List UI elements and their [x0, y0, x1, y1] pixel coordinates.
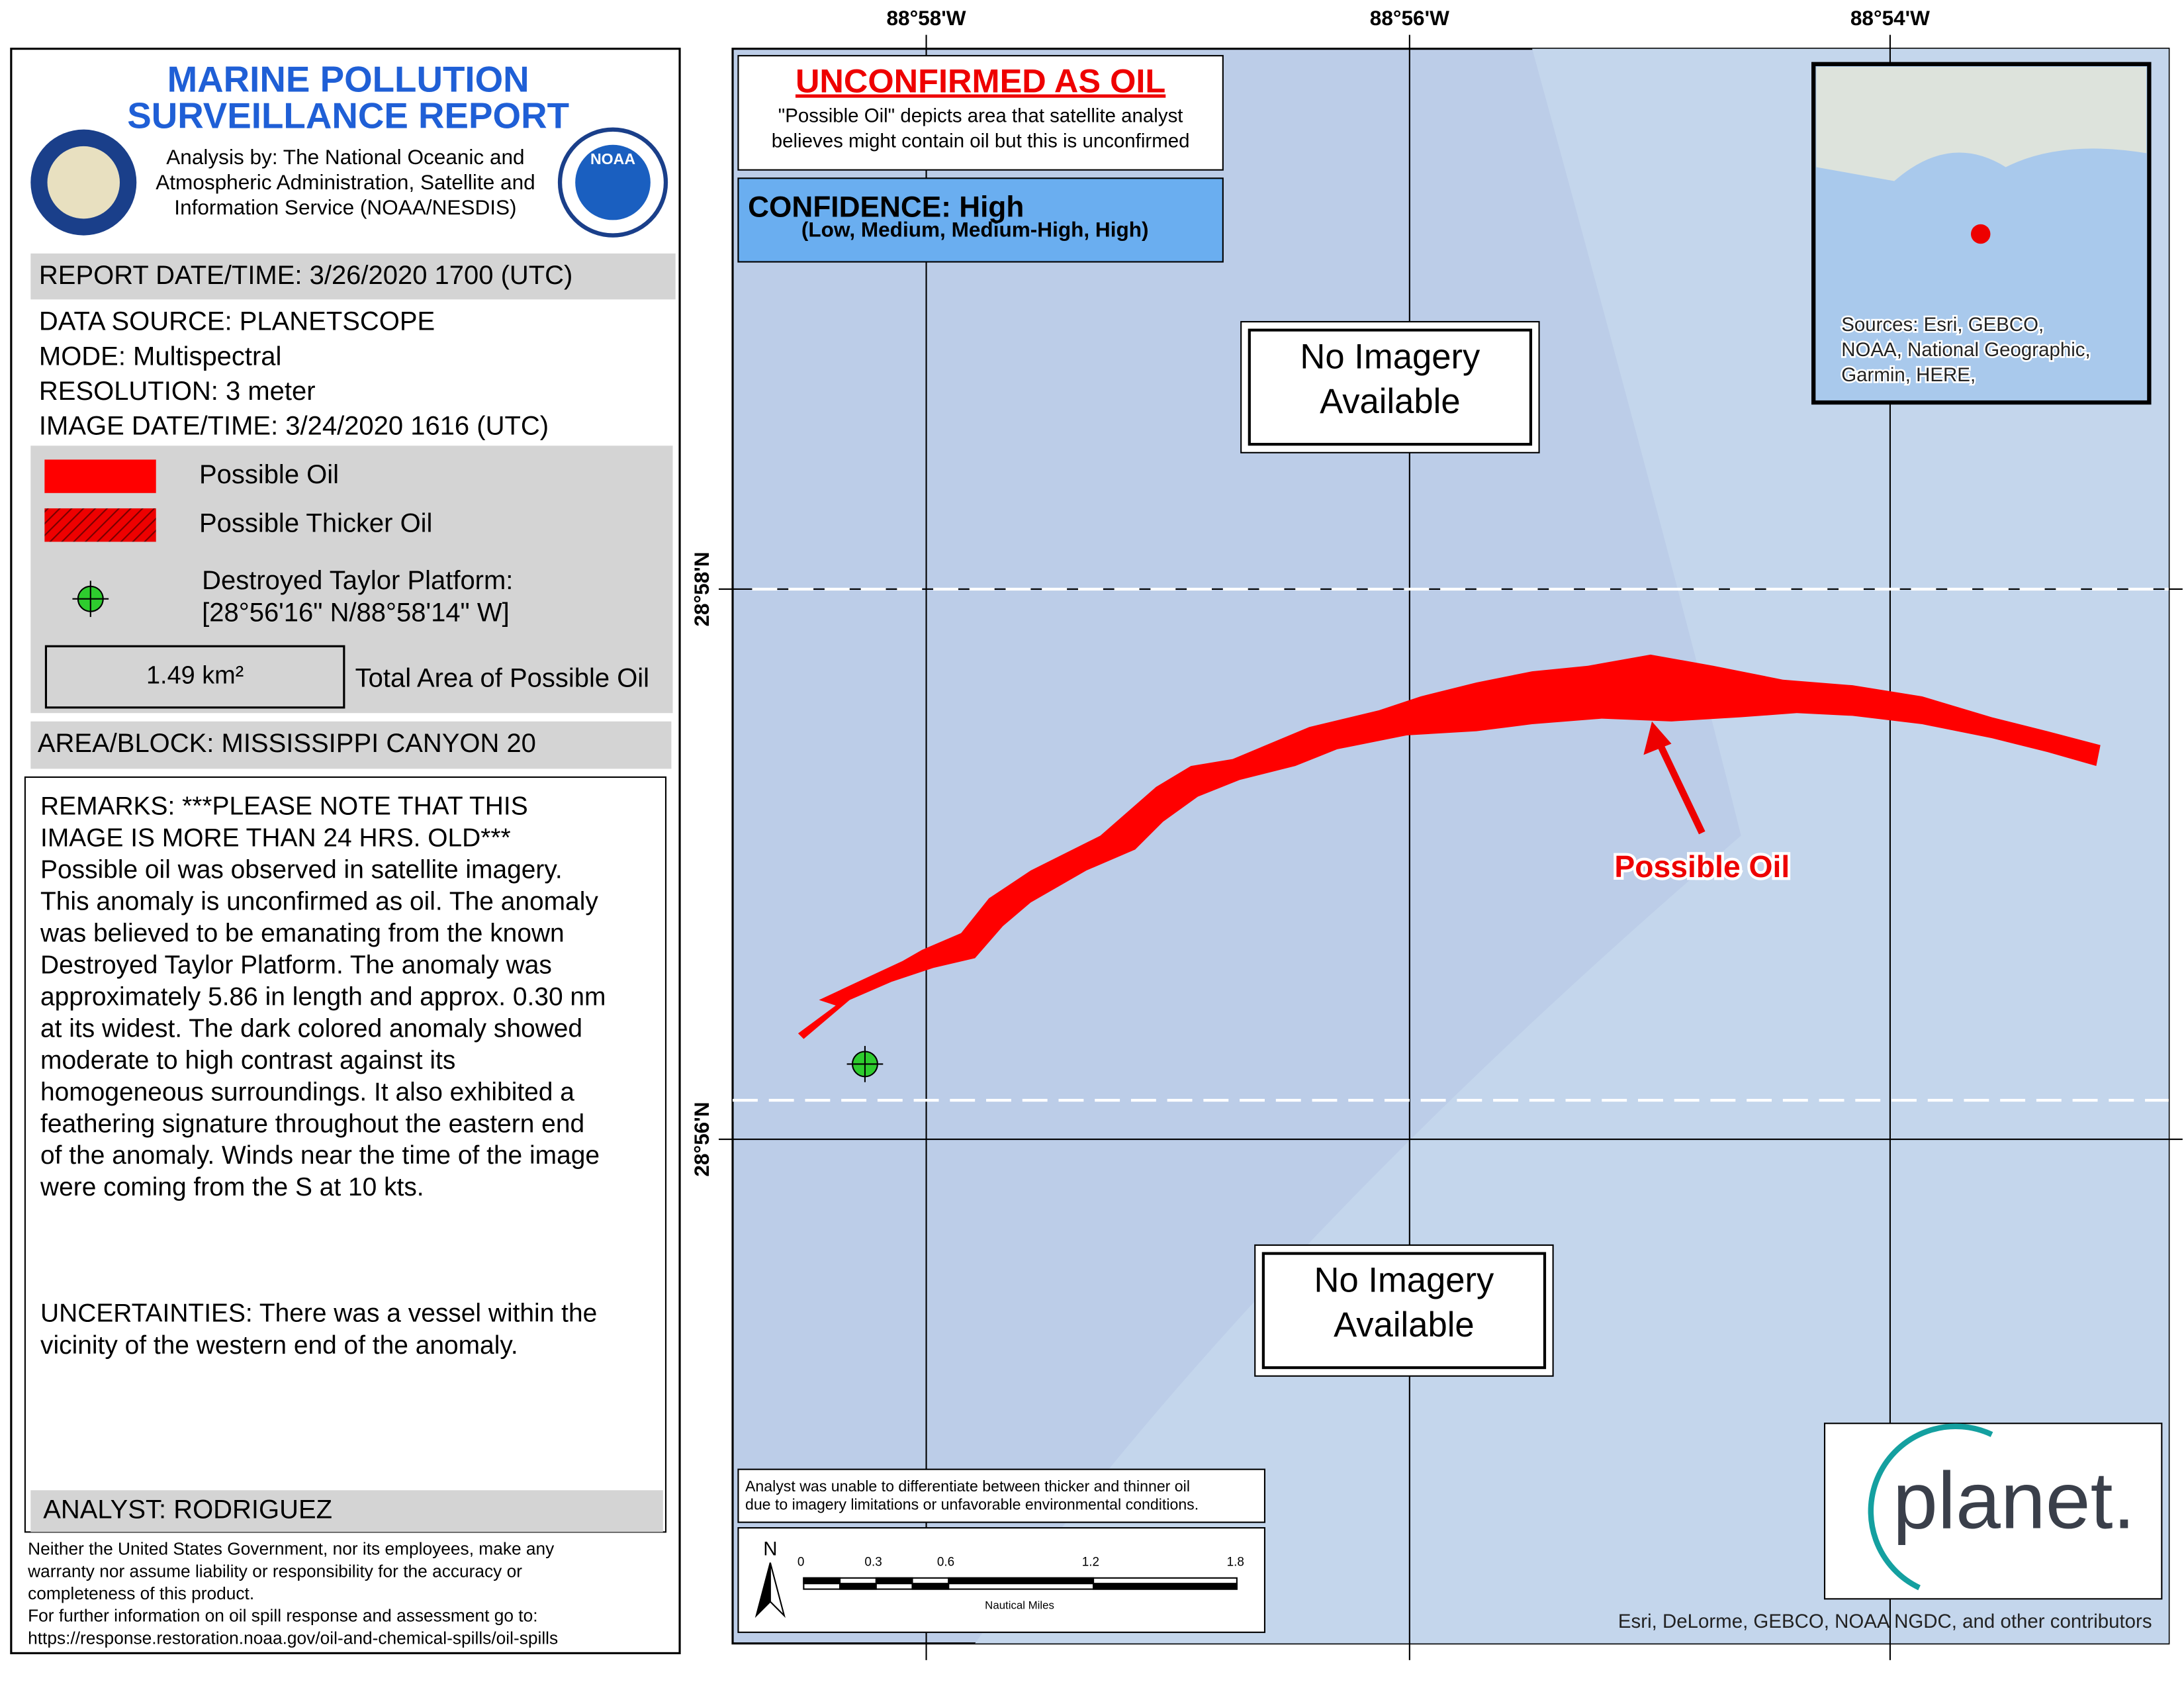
- north-arrow: [769, 1562, 786, 1618]
- bar: [30, 721, 672, 769]
- no-imagery-box: [1240, 320, 1540, 453]
- note-box: [737, 1468, 1266, 1523]
- logo-box: [1823, 1423, 2163, 1600]
- logo-arc: [1868, 1423, 1993, 1591]
- water-texture: [975, 48, 2169, 1644]
- analyst-note: due to imagery limitations or unfavorabl…: [745, 1495, 1199, 1513]
- lon-label: 88°56'W: [1370, 6, 1449, 30]
- commerce-seal: [47, 146, 120, 219]
- confidence-box: [737, 177, 1224, 263]
- credits: Esri, DeLorme, GEBCO, NOAA NGDC, and oth…: [1618, 1611, 2152, 1632]
- no-imagery: No Imagery: [1300, 338, 1480, 377]
- scale-label: 0: [797, 1556, 805, 1570]
- no-imagery: Available: [1320, 382, 1461, 421]
- title: SURVEILLANCE REPORT: [127, 95, 569, 136]
- disclaimer-line: completeness of this product.: [28, 1583, 254, 1603]
- platform-marker: [846, 1046, 884, 1082]
- field: DATA SOURCE: PLANETSCOPE: [39, 307, 435, 336]
- scale-bar: [803, 1577, 1238, 1590]
- legend-swatch: [44, 459, 156, 493]
- agency: Analysis by: The National Oceanic and: [166, 145, 524, 169]
- disclaimer-line: For further information on oil spill res…: [28, 1606, 537, 1626]
- field: MODE: Multispectral: [39, 342, 282, 371]
- uncertainty-line: vicinity of the western end of the anoma…: [40, 1331, 518, 1360]
- scale-unit: Nautical Miles: [985, 1599, 1054, 1611]
- scale-label: 0.3: [864, 1556, 882, 1570]
- unconfirmed-text: "Possible Oil" depicts area that satelli…: [778, 105, 1183, 127]
- remarks-box: [24, 776, 667, 1533]
- bar: [30, 1490, 663, 1532]
- oil-slick: [797, 654, 2101, 1039]
- north: N: [763, 1538, 777, 1560]
- scale-label: 0.6: [937, 1556, 954, 1570]
- unconfirmed-title: UNCONFIRMED AS OIL: [796, 62, 1165, 100]
- noaa-seal: [575, 144, 651, 220]
- disclaimer-line: warranty nor assume liability or respons…: [27, 1561, 522, 1581]
- lat-label: 28°56'N: [690, 1102, 713, 1177]
- remarks-line: feathering signature throughout the east…: [40, 1109, 584, 1138]
- legend-label: Possible Oil: [199, 460, 339, 489]
- unconfirmed-text: believes might contain oil but this is u…: [772, 130, 1190, 152]
- inset-location: [1970, 224, 1991, 244]
- legend-label: Destroyed Taylor Platform:: [202, 566, 513, 595]
- remarks-line: moderate to high contrast against its: [40, 1046, 455, 1074]
- field: IMAGE DATE/TIME: 3/24/2020 1616 (UTC): [39, 411, 549, 440]
- boundary: [733, 587, 2169, 1102]
- scale-label: 1.2: [1082, 1556, 1099, 1570]
- analyst: ANALYST: RODRIGUEZ: [43, 1495, 332, 1524]
- logo: planet.: [1893, 1456, 2135, 1546]
- oil-label: Possible Oil: [1614, 849, 1790, 884]
- field: RESOLUTION: 3 meter: [39, 377, 316, 406]
- area-box: [44, 645, 345, 709]
- remarks-line: REMARKS: ***PLEASE NOTE THAT THIS: [40, 792, 528, 821]
- unconfirmed-box: [737, 55, 1224, 171]
- no-imagery-box: [1254, 1244, 1554, 1377]
- remarks-line: This anomaly is unconfirmed as oil. The …: [40, 887, 598, 915]
- remarks-line: approximately 5.86 in length and approx.…: [40, 982, 606, 1011]
- remarks-line: Destroyed Taylor Platform. The anomaly w…: [40, 951, 552, 979]
- remarks-line: of the anomaly. Winds near the time of t…: [40, 1141, 600, 1170]
- title: MARINE POLLUTION: [167, 59, 529, 100]
- uncertainty-line: UNCERTAINTIES: There was a vessel within…: [40, 1299, 597, 1327]
- inset-sources: Sources: Esri, GEBCO,: [1841, 314, 2044, 336]
- remarks-line: IMAGE IS MORE THAN 24 HRS. OLD***: [40, 824, 511, 853]
- disclaimer-line: https://response.restoration.noaa.gov/oi…: [28, 1628, 558, 1648]
- scale-label: 1.8: [1227, 1556, 1244, 1570]
- confidence: CONFIDENCE: High: [748, 191, 1024, 223]
- remarks-line: at its widest. The dark colored anomaly …: [40, 1014, 582, 1043]
- bar: [30, 253, 676, 300]
- legend-swatch: [44, 508, 156, 542]
- platform-marker: [72, 581, 109, 618]
- legend-label: [28°56'16" N/88°58'14" W]: [202, 598, 510, 627]
- noaa-label: NOAA: [590, 150, 635, 167]
- agency: Information Service (NOAA/NESDIS): [174, 195, 516, 219]
- analyst-note: Analyst was unable to differentiate betw…: [745, 1477, 1190, 1495]
- remarks-line: was believed to be emanating from the kn…: [40, 919, 565, 947]
- legend-label: Possible Thicker Oil: [199, 509, 433, 538]
- lat-label: 28°58'N: [690, 551, 713, 626]
- oil-arrow: [1643, 721, 1706, 835]
- remarks-line: Possible oil was observed in satellite i…: [40, 856, 563, 884]
- area-label: Total Area of Possible Oil: [355, 663, 649, 692]
- inset-sources: Garmin, HERE,: [1841, 364, 1976, 386]
- agency: Atmospheric Administration, Satellite an…: [156, 170, 535, 194]
- area-block: AREA/BLOCK: MISSISSIPPI CANYON 20: [38, 729, 536, 758]
- area-value: 1.49 km²: [146, 662, 244, 690]
- report-date: REPORT DATE/TIME: 3/26/2020 1700 (UTC): [39, 261, 572, 290]
- inset-land: [1816, 66, 2147, 181]
- remarks-line: were coming from the S at 10 kts.: [40, 1173, 424, 1201]
- disclaimer-line: Neither the United States Government, no…: [28, 1539, 555, 1559]
- confidence-scale: (Low, Medium, Medium-High, High): [801, 218, 1149, 242]
- inset-sources: NOAA, National Geographic,: [1841, 339, 2090, 361]
- no-imagery: Available: [1334, 1305, 1475, 1344]
- no-imagery: No Imagery: [1314, 1261, 1494, 1300]
- lon-label: 88°54'W: [1850, 6, 1930, 30]
- remarks-line: homogeneous surroundings. It also exhibi…: [40, 1078, 574, 1106]
- lon-label: 88°58'W: [887, 6, 966, 30]
